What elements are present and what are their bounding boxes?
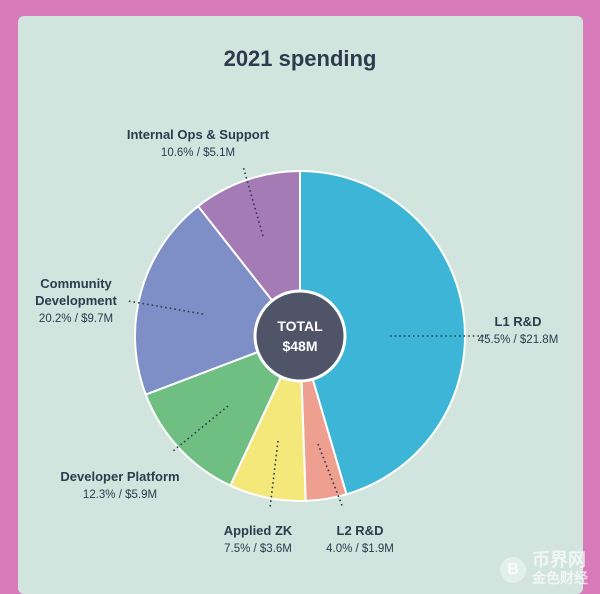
bitcoin-icon: B: [500, 557, 526, 583]
slice-label-value: 12.3% / $5.9M: [83, 489, 157, 501]
leader-line: [127, 300, 204, 315]
labels-group: L1 R&D 45.5% / $21.8M L2 R&D 4.0% / $1.9M Ap…: [35, 127, 558, 555]
slice-label-value: 4.0% / $1.9M: [326, 543, 394, 555]
slice-label-name: Developer Platform: [60, 469, 179, 484]
center-label-total: TOTAL: [277, 318, 323, 334]
watermark-line2: 金色财经: [532, 571, 588, 587]
watermark: B 币界网 金色财经: [500, 552, 588, 588]
center-label-amount: $48M: [282, 338, 317, 354]
center-label: TOTAL $48M: [253, 289, 347, 383]
slice-label-value: 10.6% / $5.1M: [161, 147, 235, 159]
pie-slice: [299, 169, 466, 496]
center-circle: [253, 289, 347, 383]
slice-label-name: Development: [35, 293, 117, 308]
slice-label-name: L1 R&D: [495, 314, 542, 329]
slice-label-name: L2 R&D: [337, 523, 384, 538]
slice-label-value: 20.2% / $9.7M: [39, 313, 113, 325]
slice-label-value: 7.5% / $3.6M: [224, 543, 292, 555]
chart-title: 2021 spending: [224, 46, 377, 71]
leader-line: [242, 165, 264, 237]
pie-chart: 2021 spending L1 R&D 45.5% / $21.8M L2 R&D…: [35, 46, 558, 555]
leader-line: [269, 440, 279, 509]
pie-slice: [196, 169, 301, 339]
slice-label-value: 45.5% / $21.8M: [478, 334, 559, 346]
watermark-line1: 币界网: [532, 550, 586, 571]
chart-card: 2021 spending L1 R&D 45.5% / $21.8M L2 R&D…: [18, 16, 583, 594]
slice-label-name: Internal Ops & Support: [127, 127, 270, 142]
slice-label-name: Community: [40, 276, 112, 291]
pie-slice: [144, 334, 302, 487]
slice-label-name: Applied ZK: [224, 523, 293, 538]
